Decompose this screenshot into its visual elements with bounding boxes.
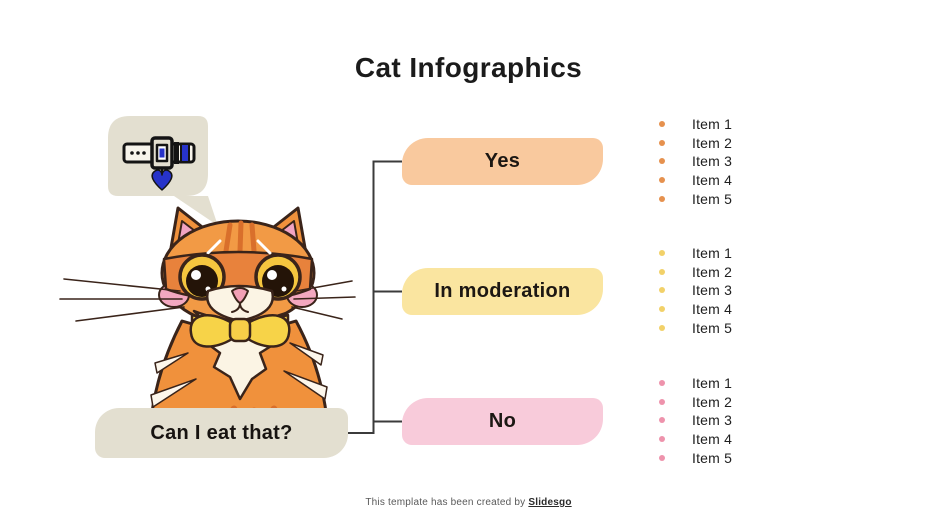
bullet-dot [659,380,665,387]
list-item: Item 4 [659,171,732,190]
slidesgo-link[interactable]: Slidesgo [528,497,572,508]
cat-collar-icon [122,136,196,191]
speech-bubble-question: Can I eat that? [95,408,348,458]
answer-box-in-moderation: In moderation [402,268,603,315]
list-item: Item 1 [659,115,732,134]
list-item: Item 1 [659,244,732,263]
bullet-dot [659,436,665,443]
list-item-label: Item 1 [692,116,733,133]
answer-box-yes-label: Yes [484,150,521,172]
list-item-label: Item 5 [692,449,733,466]
bow-tie-knot [228,317,252,343]
list-item: Item 1 [659,374,732,393]
bullet-dot [659,417,665,424]
bullet-dot [659,268,665,275]
list-item-label: Item 2 [692,263,733,280]
list-item-label: Item 5 [692,319,733,336]
cat-illustration [59,206,356,435]
item-list-in-moderation: Item 1 Item 2 Item 3 Item 4 Item 5 [659,244,732,337]
list-item: Item 3 [659,281,732,300]
list-item: Item 2 [659,134,732,153]
list-item-label: Item 2 [692,393,733,410]
answer-box-no-label: No [488,410,517,432]
list-item: Item 4 [659,430,732,449]
bullet-dot [659,324,665,331]
list-item-label: Item 4 [692,301,733,318]
bullet-dot [659,121,665,128]
bullet-dot [659,139,665,146]
bow-tie-left [189,314,234,348]
bullet-dot [659,306,665,313]
speech-bubble-question-label: Can I eat that? [150,421,293,444]
item-list-no: Item 1 Item 2 Item 3 Item 4 Item 5 [659,374,732,467]
footer-credit-text: This template has been created by [365,497,529,508]
speech-bubble-tail [174,196,217,223]
footer-credit: This template has been created by Slides… [0,497,937,508]
answer-box-no: No [402,398,603,445]
answer-box-in-moderation-label: In moderation [434,280,571,302]
list-item-label: Item 1 [692,245,733,262]
list-item-label: Item 5 [692,190,733,207]
bullet-dot [659,454,665,461]
bow-tie-right [246,314,291,348]
list-item: Item 2 [659,263,732,282]
bullet-dot [659,287,665,294]
list-item: Item 2 [659,393,732,412]
bullet-dot [659,158,665,165]
cat-nose [231,287,249,304]
item-list-yes: Item 1 Item 2 Item 3 Item 4 Item 5 [659,115,732,208]
list-item-label: Item 2 [692,134,733,151]
bullet-dot [659,195,665,202]
cat-whiskers [59,278,356,322]
bullet-dot [659,177,665,184]
answer-box-yes: Yes [402,138,603,185]
list-item: Item 5 [659,318,732,337]
bullet-dot [659,398,665,405]
list-item: Item 5 [659,189,732,208]
list-item-label: Item 3 [692,153,733,170]
list-item: Item 5 [659,448,732,467]
list-item-label: Item 4 [692,431,733,448]
list-item: Item 3 [659,152,732,171]
list-item-label: Item 4 [692,172,733,189]
speech-bubble-collar [108,116,217,223]
list-item-label: Item 1 [692,375,733,392]
page-title: Cat Infographics [354,52,583,83]
list-item: Item 4 [659,300,732,319]
bullet-dot [659,250,665,257]
list-item: Item 3 [659,411,732,430]
list-item-label: Item 3 [692,412,733,429]
list-item-label: Item 3 [692,282,733,299]
